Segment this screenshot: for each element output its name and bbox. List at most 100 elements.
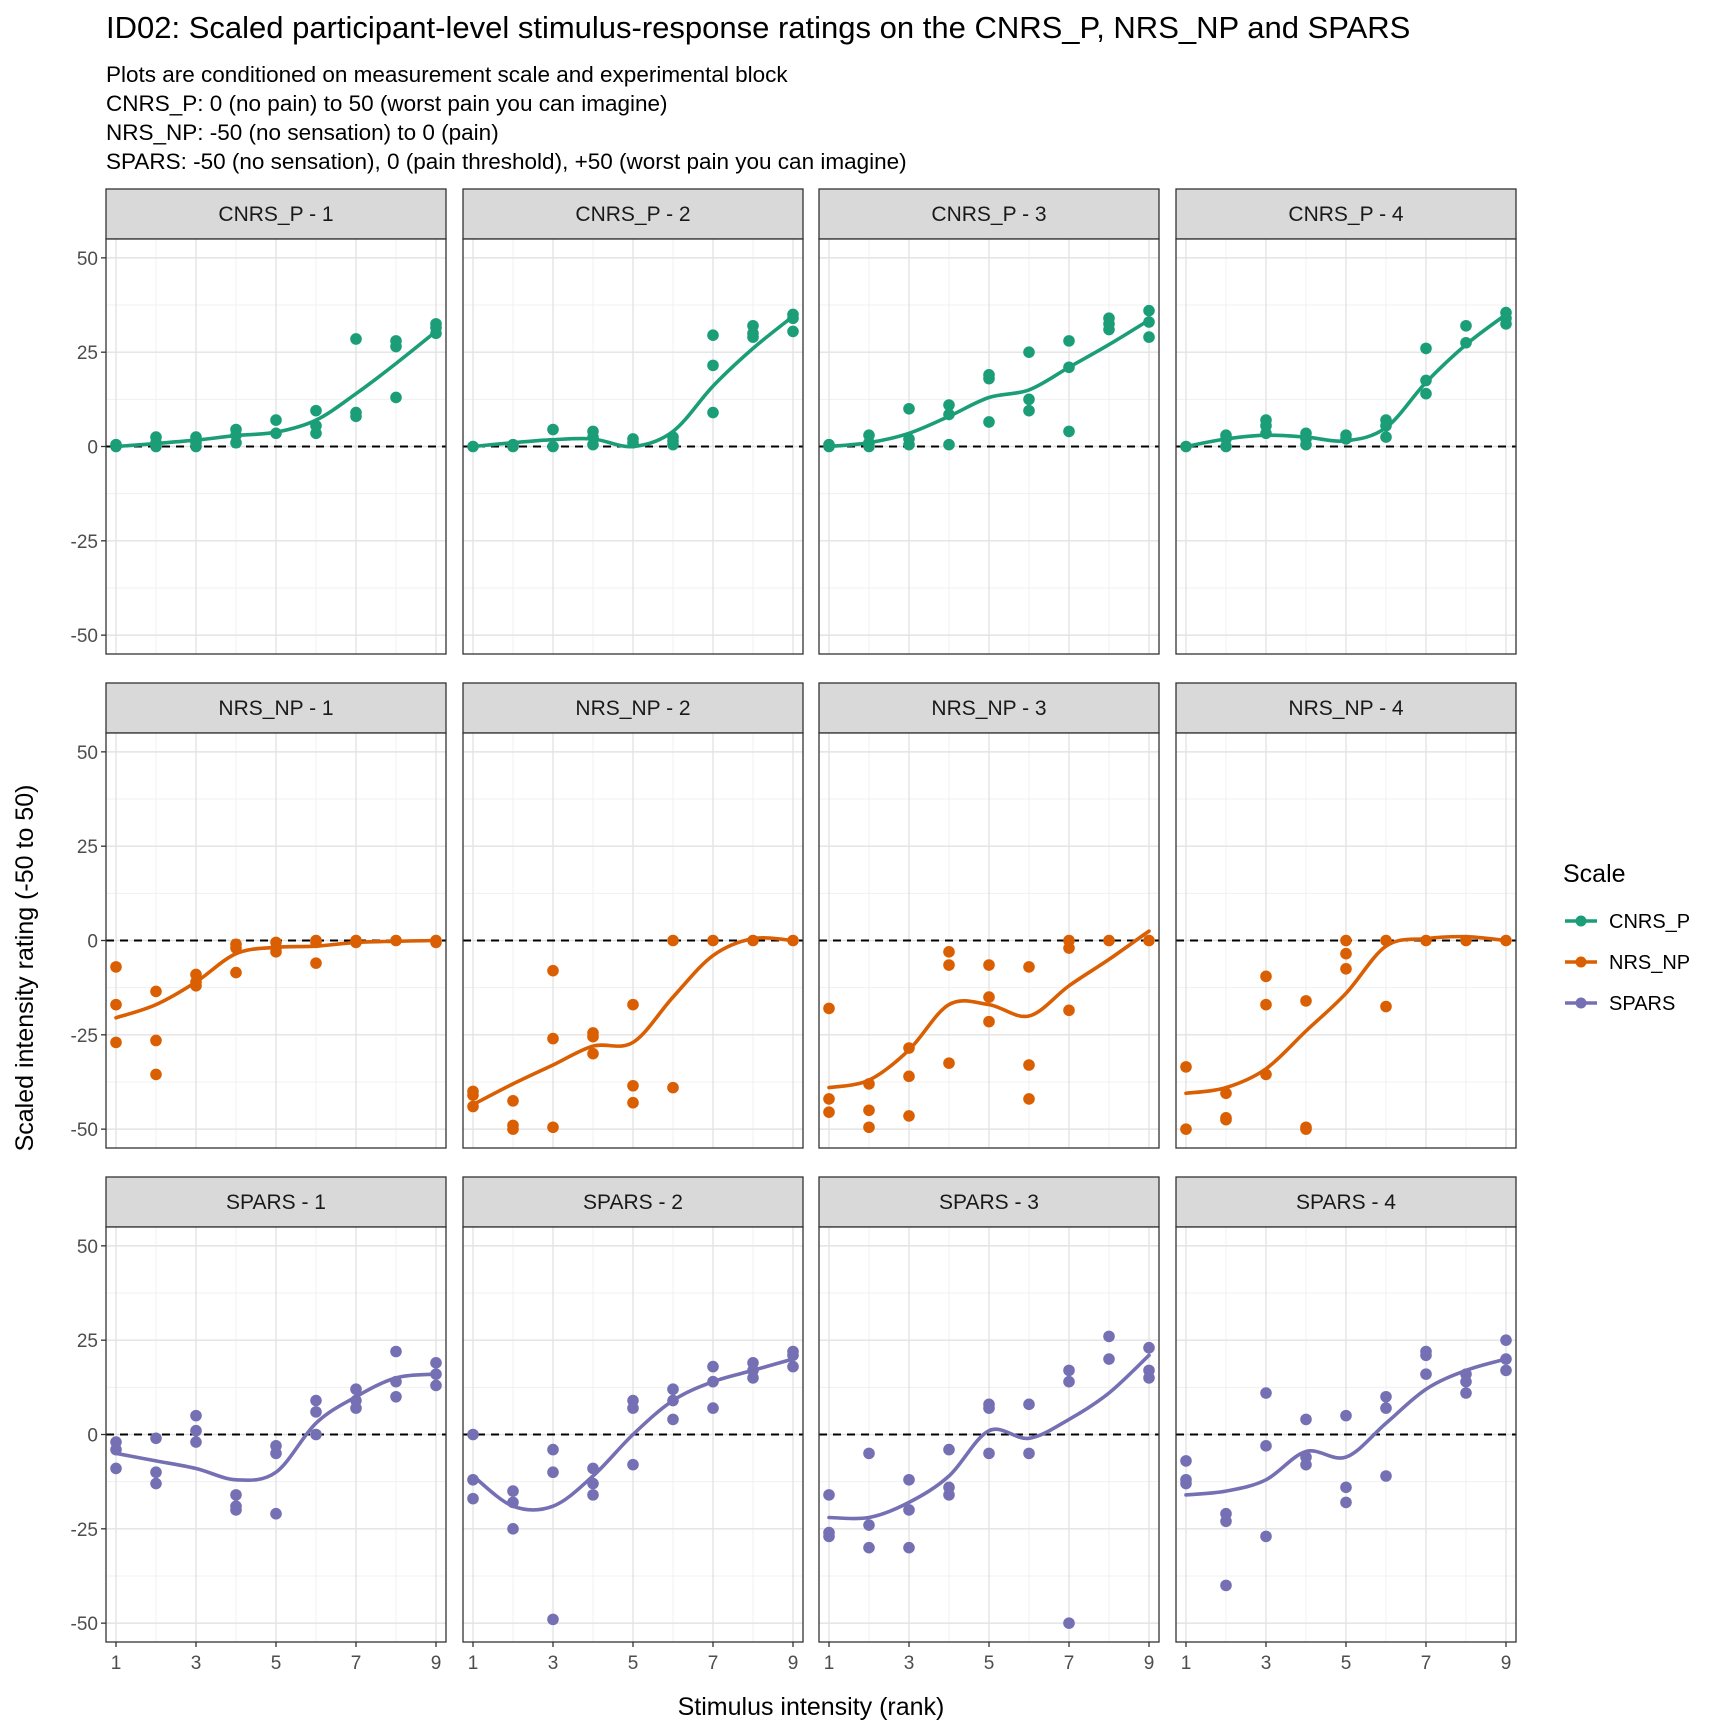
data-point <box>707 406 719 419</box>
data-point <box>943 1057 955 1069</box>
data-point <box>230 423 242 436</box>
facet-strip-label: CNRS_P - 2 <box>575 203 690 226</box>
facet-panel: NRS_NP - 2 <box>462 682 804 1149</box>
data-point <box>1063 425 1075 438</box>
chart-title: ID02: Scaled participant-level stimulus-… <box>106 10 1410 45</box>
facet-strip <box>818 682 1160 734</box>
data-point <box>1103 312 1115 325</box>
data-point <box>747 1372 759 1384</box>
facet-panel: NRS_NP - 4 <box>1175 682 1517 1149</box>
x-tick-label: 9 <box>1501 1653 1512 1674</box>
data-point <box>270 414 282 426</box>
data-point <box>390 1345 402 1358</box>
legend-label: CNRS_P <box>1609 911 1690 933</box>
trend-line <box>1184 312 1508 449</box>
data-point <box>230 1504 242 1516</box>
trend-line <box>471 314 795 449</box>
data-point <box>1420 1368 1432 1380</box>
y-axis-title: Scaled intensity rating (-50 to 50) <box>11 785 39 1152</box>
data-point <box>1023 404 1035 417</box>
data-point <box>983 1402 995 1414</box>
data-point <box>1220 1515 1232 1528</box>
legend-entry: CNRS_P <box>1565 911 1690 933</box>
data-point <box>943 1443 955 1456</box>
data-point <box>983 369 995 381</box>
data-point <box>1380 1402 1392 1414</box>
data-point <box>430 318 442 330</box>
data-point <box>863 1519 875 1531</box>
data-point <box>507 1485 519 1497</box>
data-point <box>190 1424 202 1437</box>
data-point <box>627 1458 639 1471</box>
data-point <box>1063 1375 1075 1388</box>
x-tick-label: 5 <box>1341 1653 1352 1674</box>
data-point <box>1220 1579 1232 1592</box>
data-point <box>823 1530 835 1543</box>
legend-entry: SPARS <box>1565 993 1675 1015</box>
data-point <box>943 959 955 971</box>
data-point <box>1260 970 1272 983</box>
data-point <box>310 1394 322 1407</box>
data-point <box>667 934 679 947</box>
y-tick-label: -25 <box>71 1026 98 1047</box>
data-point <box>1143 1341 1155 1354</box>
data-point <box>110 998 122 1011</box>
data-point <box>1340 1409 1352 1422</box>
data-point <box>1380 1000 1392 1013</box>
data-point <box>430 1357 442 1369</box>
facet-strip <box>105 682 447 734</box>
data-point <box>863 1447 875 1460</box>
data-point <box>390 391 402 404</box>
data-point <box>1180 1061 1192 1073</box>
data-point <box>823 1093 835 1105</box>
data-point <box>1023 393 1035 406</box>
data-point <box>823 1002 835 1015</box>
x-tick-label: 9 <box>1144 1653 1155 1674</box>
data-point <box>190 1409 202 1422</box>
panel-border <box>462 238 804 655</box>
data-point <box>310 1406 322 1418</box>
x-tick-label: 1 <box>824 1653 835 1674</box>
data-point <box>863 1541 875 1554</box>
data-point <box>1340 1496 1352 1509</box>
trend-line <box>1184 1357 1508 1497</box>
y-tick-label: 50 <box>77 1237 98 1258</box>
data-point <box>707 934 719 947</box>
data-point <box>943 1489 955 1501</box>
data-point <box>1460 1387 1472 1399</box>
data-point <box>1103 1353 1115 1365</box>
data-point <box>547 1613 559 1626</box>
data-point <box>547 1121 559 1134</box>
data-point <box>587 1030 599 1043</box>
data-point <box>150 431 162 443</box>
data-point <box>1260 998 1272 1011</box>
panel-border <box>818 732 1160 1149</box>
data-point <box>110 961 122 973</box>
data-point <box>863 1104 875 1117</box>
data-point <box>1023 346 1035 358</box>
data-point <box>787 325 799 338</box>
y-tick-label: 0 <box>87 932 98 953</box>
data-point <box>1220 1113 1232 1126</box>
data-point <box>1340 962 1352 975</box>
data-point <box>747 319 759 332</box>
data-point <box>707 1402 719 1414</box>
data-point <box>1063 335 1075 347</box>
data-point <box>1460 319 1472 332</box>
facet-strip-label: NRS_NP - 2 <box>575 697 690 720</box>
data-point <box>230 1489 242 1501</box>
facet-panel: CNRS_P - 3 <box>818 188 1160 655</box>
data-point <box>667 1383 679 1396</box>
legend-key-point <box>1575 915 1587 927</box>
data-point <box>547 1466 559 1479</box>
data-point <box>310 1428 322 1441</box>
data-point <box>150 985 162 998</box>
trend-line <box>114 1372 438 1483</box>
data-point <box>1023 961 1035 973</box>
data-point <box>1143 1372 1155 1384</box>
data-point <box>1103 1330 1115 1343</box>
data-point <box>150 1466 162 1479</box>
facet-panel: CNRS_P - 1 -50 -25 0 25 50 <box>71 188 447 655</box>
data-point <box>1063 1617 1075 1629</box>
